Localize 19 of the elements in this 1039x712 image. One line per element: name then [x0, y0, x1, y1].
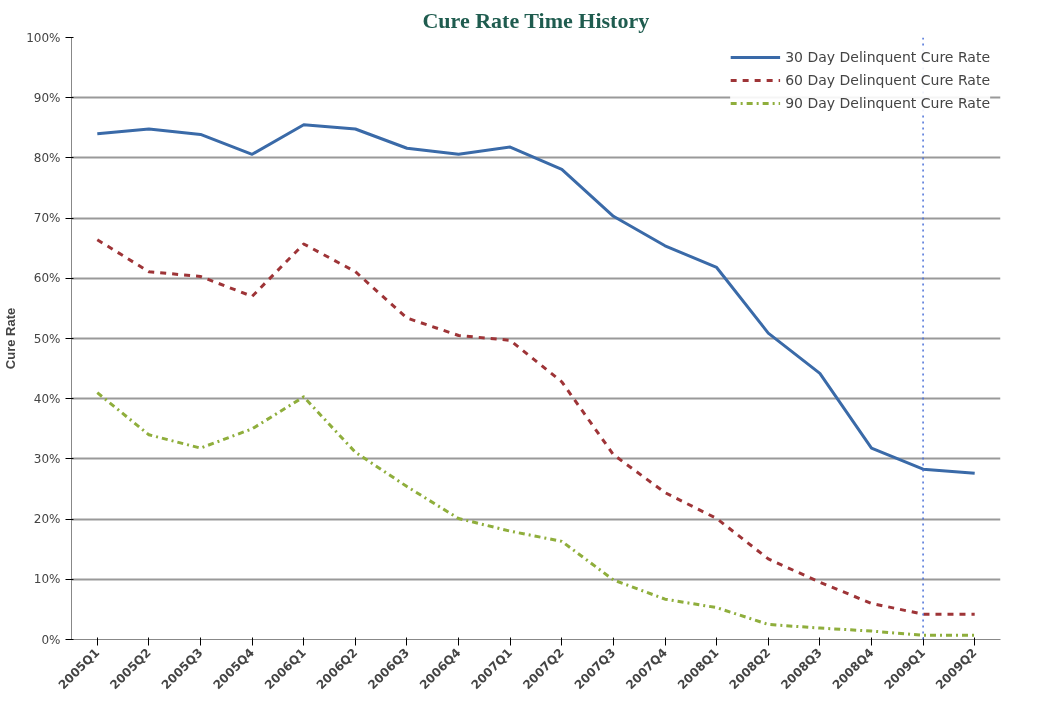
- y-tick-label: 30%: [33, 451, 61, 466]
- y-tick-label: 0%: [41, 632, 61, 647]
- y-tick-label: 60%: [33, 271, 61, 286]
- line-series: [95, 123, 977, 475]
- y-tick-label: 100%: [26, 30, 61, 45]
- y-tick-label: 80%: [33, 150, 61, 165]
- line-series: [95, 391, 977, 637]
- line-series: [95, 238, 977, 616]
- y-tick-label: 10%: [33, 572, 61, 587]
- legend-label: 60 Day Delinquent Cure Rate: [785, 72, 990, 88]
- chart-title: Cure Rate Time History: [422, 7, 650, 33]
- y-tick-label: 70%: [33, 211, 61, 226]
- legend-label: 30 Day Delinquent Cure Rate: [785, 49, 990, 65]
- legend-label: 90 Day Delinquent Cure Rate: [785, 95, 990, 111]
- y-tick-label: 20%: [33, 512, 61, 527]
- y-tick-label: 90%: [33, 90, 61, 105]
- y-axis-title: Cure Rate: [3, 307, 19, 370]
- y-tick-label: 40%: [33, 391, 61, 406]
- y-tick-label: 50%: [33, 331, 61, 346]
